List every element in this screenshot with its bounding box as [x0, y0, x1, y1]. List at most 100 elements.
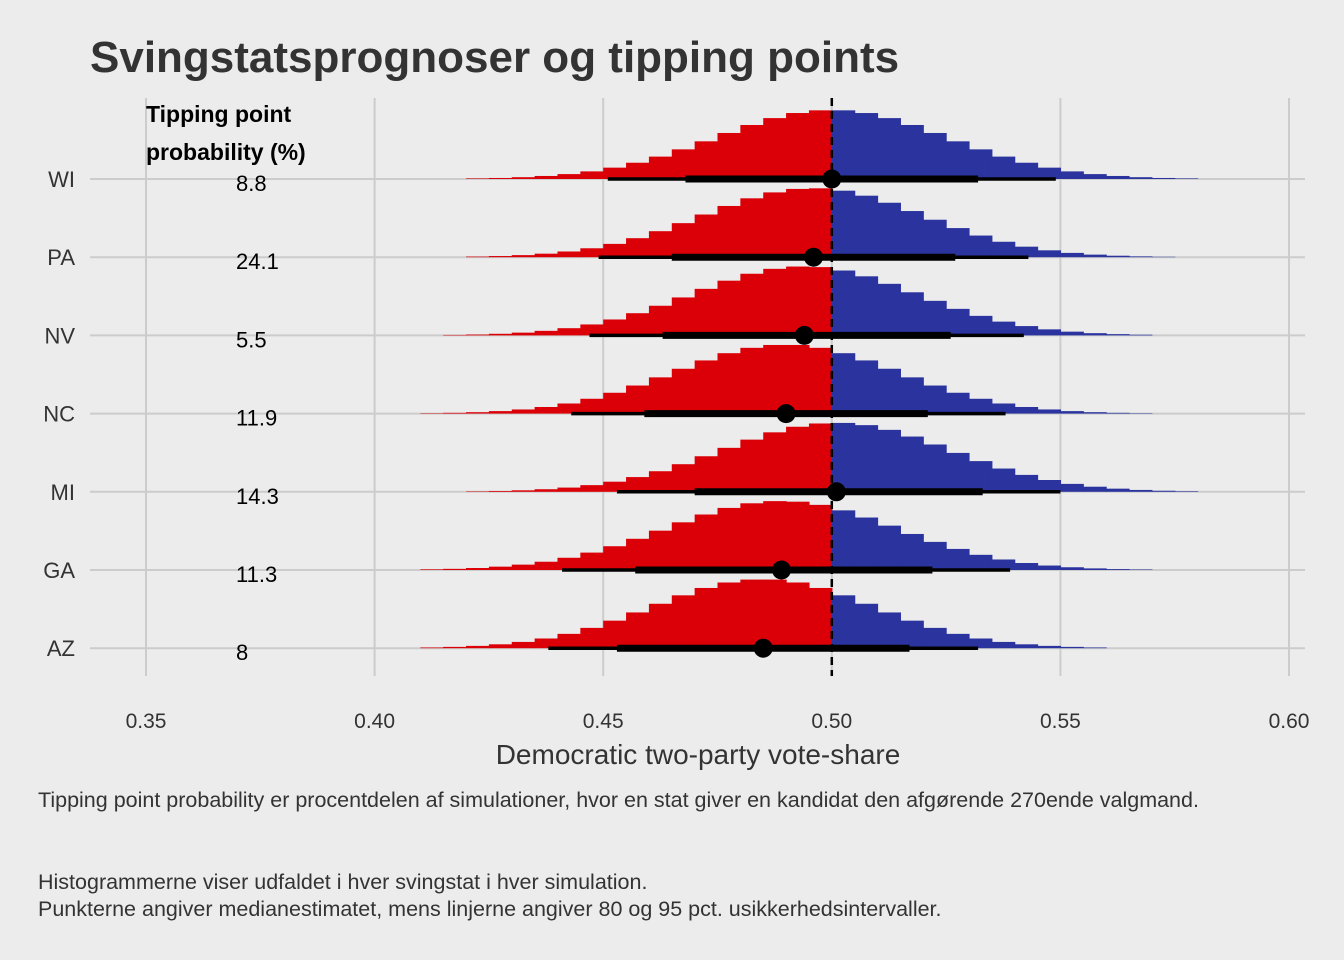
histogram-bar — [831, 190, 856, 258]
histogram-bar — [831, 110, 856, 179]
histogram-bar — [946, 141, 970, 179]
histogram-bar — [694, 587, 719, 649]
median-point — [822, 169, 842, 189]
histogram-bar — [877, 118, 901, 179]
histogram-bar — [1083, 568, 1107, 570]
histogram-bar — [1060, 483, 1084, 492]
state-labels: WI PA NV NC MI GA AZ — [43, 167, 75, 661]
histogram-bar — [923, 541, 947, 570]
tipping-point-value: 14.3 — [236, 484, 279, 509]
histogram-bar — [603, 167, 627, 179]
histogram-bar — [488, 411, 513, 414]
histogram-bar — [968, 461, 993, 492]
histogram-bar — [603, 546, 627, 570]
histogram-bar — [854, 603, 879, 649]
median-point — [826, 482, 846, 502]
histogram-bar — [534, 638, 559, 649]
histogram-bar — [854, 425, 879, 492]
histogram-bar — [900, 124, 924, 179]
state-label: MI — [51, 480, 75, 505]
histogram-bar — [443, 646, 467, 649]
histogram-bar — [831, 422, 856, 492]
histogram-bar — [831, 270, 856, 336]
histogram-bar — [420, 569, 444, 570]
histogram-bar — [786, 582, 810, 649]
caption-line-3: Punkterne angiver medianestimatet, mens … — [38, 897, 942, 921]
histogram-bar — [671, 595, 696, 649]
histogram-bar — [626, 162, 650, 179]
histogram-bar — [580, 398, 604, 414]
histogram-bar — [1106, 569, 1130, 570]
histogram-bar — [1037, 645, 1061, 649]
histogram-bar — [466, 178, 490, 179]
histogram-bar — [877, 525, 901, 570]
histogram-bar — [1151, 490, 1176, 492]
histogram-bar — [694, 141, 719, 179]
histogram-bar — [557, 174, 581, 179]
histogram-bar — [740, 347, 764, 414]
histogram-bar — [877, 202, 901, 258]
histogram-bar — [1174, 178, 1199, 179]
histogram-bar — [671, 297, 696, 336]
histogram-bar — [1083, 254, 1107, 258]
histogram-bar — [1106, 255, 1130, 258]
histogram-bar — [1060, 411, 1084, 414]
histogram-bar — [900, 620, 924, 649]
histogram-bar — [1037, 329, 1061, 336]
histogram-bar — [694, 288, 719, 336]
histogram-bar — [854, 517, 879, 570]
median-point — [772, 560, 792, 580]
histogram-bar — [968, 554, 993, 570]
histogram-bar — [1060, 171, 1084, 179]
histogram-bar — [854, 195, 879, 258]
histogram-bar — [557, 633, 581, 649]
histogram-bar — [1037, 479, 1061, 492]
histogram-bar — [946, 308, 970, 336]
histogram-bar — [923, 385, 947, 414]
histograms — [420, 110, 1199, 649]
histogram-bar — [808, 110, 833, 179]
histogram-bar — [603, 620, 627, 649]
histogram-bar — [580, 485, 604, 492]
histogram-bar — [1014, 474, 1039, 492]
histogram-bar — [808, 423, 833, 492]
histogram-bar — [1014, 246, 1039, 258]
histogram-bar — [1037, 250, 1061, 258]
median-point — [776, 404, 796, 424]
histogram-bar — [923, 300, 947, 336]
histogram-bar — [900, 436, 924, 492]
histogram-bar — [717, 447, 741, 492]
histogram-bar — [694, 514, 719, 570]
histogram-bar — [763, 118, 787, 179]
histogram-bar — [580, 171, 604, 179]
median-point — [794, 325, 814, 345]
histogram-bar — [580, 552, 604, 570]
histogram-bar — [626, 385, 650, 414]
caption-line-2: Histogrammerne viser udfaldet i hver svi… — [38, 870, 648, 894]
chart-title: Svingstatsprognoser og tipping points — [90, 33, 899, 82]
histogram-bar — [900, 533, 924, 570]
histogram-bar — [763, 268, 787, 336]
tipping-point-value: 11.9 — [236, 406, 277, 431]
histogram-bar — [1014, 406, 1039, 414]
histogram-bar — [854, 276, 879, 336]
histogram-bar — [808, 267, 833, 336]
histogram-bar — [877, 429, 901, 492]
histogram-bar — [488, 644, 513, 649]
histogram-bar — [991, 241, 1016, 258]
histogram-bar — [1060, 252, 1084, 258]
histogram-bar — [694, 360, 719, 414]
histogram-bar — [580, 248, 604, 258]
histogram-bar — [740, 198, 764, 258]
intervals — [548, 169, 1061, 658]
histogram-bar — [488, 177, 513, 179]
histogram-bar — [1106, 412, 1130, 414]
histogram-bar — [511, 641, 536, 649]
histogram-bar — [671, 149, 696, 179]
histogram-bar — [466, 412, 490, 414]
histogram-bar — [1128, 334, 1153, 336]
histogram-bar — [1037, 167, 1061, 179]
histogram-bar — [968, 398, 993, 414]
histogram-bar — [626, 313, 650, 336]
histogram-bar — [877, 368, 901, 414]
